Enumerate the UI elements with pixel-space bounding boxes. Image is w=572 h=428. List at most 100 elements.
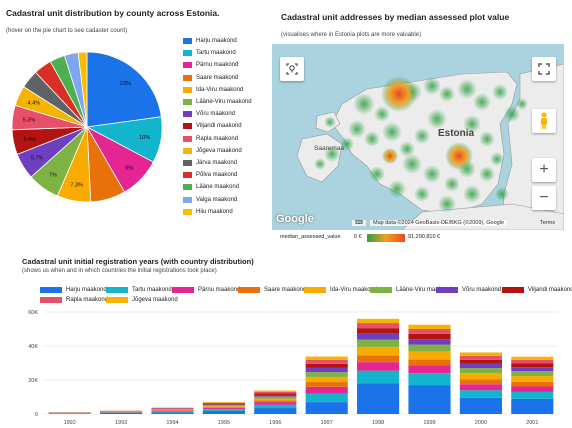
bar-segment-1998-jogeva-maakond[interactable] <box>357 318 400 324</box>
bar-segment-2000-laane-viru-maakond[interactable] <box>459 368 502 374</box>
bar-segment-1998-rapla-maakond[interactable] <box>357 323 400 329</box>
bar-segment-1995-voru-maakond[interactable] <box>202 404 245 406</box>
pie-slice-hiiu-maakond[interactable] <box>77 51 88 128</box>
bar-segment-1996-parnu-maakond[interactable] <box>254 402 297 405</box>
pie-legend-item-viljandi-maakond[interactable]: Viljandi maakond <box>183 123 242 130</box>
bar-segment-1999-tartu-maakond[interactable] <box>408 373 451 386</box>
pie-legend-item-voru-maakond[interactable]: Võru maakond <box>183 111 235 118</box>
bar-segment-1999-voru-maakond[interactable] <box>408 339 451 345</box>
bar-segment-1995-tartu-maakond[interactable] <box>202 409 245 411</box>
bar-segment-1995-laane-viru-maakond[interactable] <box>202 405 245 407</box>
bar-segment-1994-tartu-maakond[interactable] <box>151 411 194 413</box>
bar-legend-item-laane-viru-maakond[interactable]: Lääne-Viru maakond <box>370 287 452 293</box>
bar-segment-1997-jogeva-maakond[interactable] <box>305 356 348 360</box>
bar-segment-1998-voru-maakond[interactable] <box>357 333 400 340</box>
bar-segment-1996-viljandi-maakond[interactable] <box>254 393 297 395</box>
pie-legend-item-valga-maakond[interactable]: Valga maakond <box>183 196 237 203</box>
bar-segment-1995-parnu-maakond[interactable] <box>202 408 245 410</box>
bar-legend-item-saare-maakond[interactable]: Saare maakond <box>238 287 306 293</box>
bar-segment-1995-ida-viru-maakond[interactable] <box>202 406 245 408</box>
fullscreen-button[interactable] <box>532 57 556 81</box>
bar-segment-2000-tartu-maakond[interactable] <box>459 390 502 398</box>
bar-legend-item-parnu-maakond[interactable]: Pärnu maakond <box>172 287 240 293</box>
pie-legend-item-tartu-maakond[interactable]: Tartu maakond <box>183 50 236 57</box>
map-attribution[interactable]: Map data ©2024 GeoBasis-DE/BKG (©2009), … <box>370 220 508 226</box>
bar-segment-2001-rapla-maakond[interactable] <box>511 359 554 364</box>
bar-segment-2001-voru-maakond[interactable] <box>511 367 554 372</box>
bar-segment-1996-tartu-maakond[interactable] <box>254 404 297 409</box>
pie-legend-item-hiiu-maakond[interactable]: Hiiu maakond <box>183 208 233 215</box>
bar-segment-2001-ida-viru-maakond[interactable] <box>511 376 554 382</box>
bar-segment-2001-harju-maakond[interactable] <box>511 398 554 414</box>
bar-legend-item-tartu-maakond[interactable]: Tartu maakond <box>106 287 172 293</box>
bar-segment-2000-parnu-maakond[interactable] <box>459 384 502 391</box>
bar-segment-1996-rapla-maakond[interactable] <box>254 391 297 394</box>
pie-legend-item-polva-maakond[interactable]: Põlva maakond <box>183 172 237 179</box>
pie-legend-item-jogeva-maakond[interactable]: Jõgeva maakond <box>183 147 242 154</box>
bar-segment-1998-saare-maakond[interactable] <box>357 355 400 363</box>
bar-segment-1997-harju-maakond[interactable] <box>305 402 348 414</box>
bar-segment-2001-tartu-maakond[interactable] <box>511 391 554 399</box>
bar-segment-1997-voru-maakond[interactable] <box>305 367 348 373</box>
bar-legend-item-harju-maakond[interactable]: Harju maakond <box>40 287 107 293</box>
bar-segment-1994-parnu-maakond[interactable] <box>151 410 194 412</box>
bar-legend-item-ida-viru-maakond[interactable]: Ida-Viru maakond <box>304 287 377 293</box>
bar-segment-2000-harju-maakond[interactable] <box>459 397 502 414</box>
bar-segment-1996-jogeva-maakond[interactable] <box>254 390 297 392</box>
pie-slice-harju-maakond[interactable] <box>86 51 162 128</box>
bar-segment-1994-laane-viru-maakond[interactable] <box>151 409 194 410</box>
bar-segment-1998-viljandi-maakond[interactable] <box>357 328 400 334</box>
bar-segment-1999-harju-maakond[interactable] <box>408 385 451 414</box>
bar-segment-1997-rapla-maakond[interactable] <box>305 359 348 364</box>
bar-segment-2001-parnu-maakond[interactable] <box>511 386 554 392</box>
bar-segment-1993-tartu-maakond[interactable] <box>100 412 143 413</box>
pie-legend-item-ida-viru-maakond[interactable]: Ida-Viru maakond <box>183 86 243 93</box>
bar-segment-1997-ida-viru-maakond[interactable] <box>305 376 348 383</box>
bar-segment-1996-saare-maakond[interactable] <box>254 400 297 403</box>
bar-segment-1997-laane-viru-maakond[interactable] <box>305 372 348 377</box>
bar-segment-1996-harju-maakond[interactable] <box>254 408 297 414</box>
registration-bar-chart[interactable]: 0 20K 40K 60K 1992 1993 1994 1995 1996 1997 1998 19… <box>0 300 572 428</box>
zoom-out-button[interactable]: − <box>532 186 556 210</box>
bar-segment-1999-saare-maakond[interactable] <box>408 359 451 366</box>
bar-legend-item-viljandi-maakond[interactable]: Viljandi maakond <box>502 287 572 293</box>
bar-segment-1996-laane-viru-maakond[interactable] <box>254 396 297 399</box>
bar-segment-1999-rapla-maakond[interactable] <box>408 329 451 334</box>
pie-legend-item-parnu-maakond[interactable]: Pärnu maakond <box>183 62 238 69</box>
bar-legend-item-jogeva-maakond[interactable]: Jõgeva maakond <box>106 297 178 303</box>
bar-segment-2000-viljandi-maakond[interactable] <box>459 359 502 364</box>
bar-segment-1994-ida-viru-maakond[interactable] <box>151 409 194 411</box>
pie-legend-item-laane-maakond[interactable]: Lääne maakond <box>183 184 239 191</box>
bar-legend-item-rapla-maakond[interactable]: Rapla maakond <box>40 297 108 303</box>
pie-legend-item-jarva-maakond[interactable]: Järva maakond <box>183 160 237 166</box>
bar-segment-2001-laane-viru-maakond[interactable] <box>511 371 554 377</box>
bar-segment-2001-viljandi-maakond[interactable] <box>511 363 554 368</box>
bar-segment-1999-jogeva-maakond[interactable] <box>408 324 451 329</box>
keyboard-icon[interactable]: ⌨ <box>352 220 366 226</box>
bar-segment-1994-saare-maakond[interactable] <box>151 410 194 411</box>
bar-segment-1995-viljandi-maakond[interactable] <box>202 403 245 405</box>
bar-segment-1998-parnu-maakond[interactable] <box>357 362 400 371</box>
bar-segment-2000-rapla-maakond[interactable] <box>459 355 502 360</box>
bar-segment-1995-harju-maakond[interactable] <box>202 410 245 414</box>
pie-legend-item-rapla-maakond[interactable]: Rapla maakond <box>183 135 238 142</box>
bar-segment-1996-voru-maakond[interactable] <box>254 394 297 397</box>
bar-segment-1995-jogeva-maakond[interactable] <box>202 402 245 403</box>
bar-segment-1998-tartu-maakond[interactable] <box>357 370 400 384</box>
bar-segment-1998-ida-viru-maakond[interactable] <box>357 346 400 356</box>
terms-link[interactable]: Terms <box>540 220 555 226</box>
bar-segment-2000-jogeva-maakond[interactable] <box>459 352 502 356</box>
bar-segment-1997-tartu-maakond[interactable] <box>305 393 348 403</box>
bar-segment-2000-saare-maakond[interactable] <box>459 379 502 385</box>
pie-legend-item-laane-viru-maakond[interactable]: Lääne-Viru maakond <box>183 99 252 105</box>
county-pie-chart[interactable]: 23% 10% 9% 7.3% 7% 5.7% 5.4% 5.3% 4.4% <box>0 38 175 218</box>
bar-segment-1999-ida-viru-maakond[interactable] <box>408 351 451 360</box>
bar-segment-1997-viljandi-maakond[interactable] <box>305 363 348 368</box>
bar-segment-1995-saare-maakond[interactable] <box>202 407 245 409</box>
bar-segment-1998-laane-viru-maakond[interactable] <box>357 339 400 347</box>
bar-segment-2001-jogeva-maakond[interactable] <box>511 356 554 360</box>
bar-segment-1997-parnu-maakond[interactable] <box>305 386 348 394</box>
bar-segment-1998-harju-maakond[interactable] <box>357 383 400 414</box>
heatmap-map[interactable]: Estonia Saaremaa + − Google ⌨ Map data ©… <box>272 44 564 230</box>
street-view-button[interactable] <box>532 109 556 133</box>
